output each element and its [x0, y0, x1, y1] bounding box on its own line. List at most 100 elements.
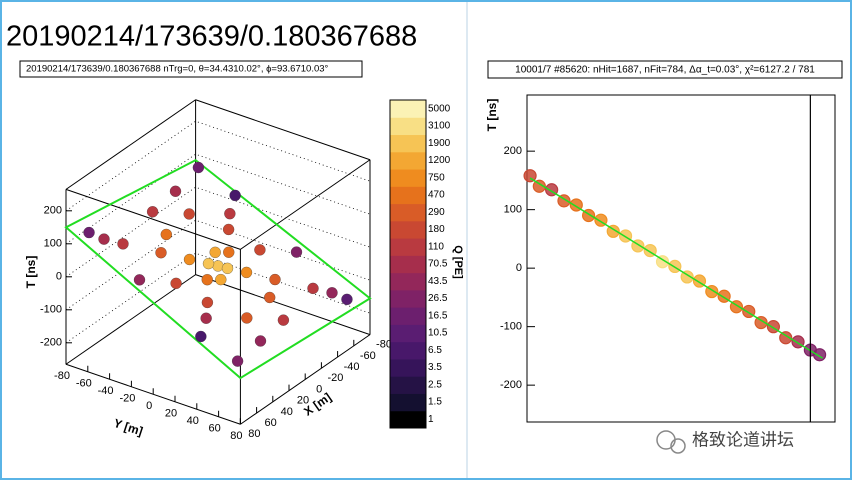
hit — [229, 189, 241, 202]
x-tick-label: 20 — [297, 395, 309, 407]
y-tick-label: -20 — [119, 393, 135, 405]
hit — [98, 233, 110, 245]
colorbar-tick-label: 180 — [428, 224, 445, 235]
right-y-axis-label: T [ns] — [485, 99, 499, 132]
hit — [155, 247, 167, 259]
hit — [754, 315, 768, 330]
watermark: 格致论道讲坛 — [692, 430, 794, 449]
watermark-icon — [656, 430, 686, 454]
color-bin — [390, 117, 426, 136]
y-tick-label: 0 — [146, 400, 152, 412]
right-plot-frame — [526, 94, 836, 423]
box-edge — [195, 99, 371, 161]
color-bin — [390, 100, 426, 118]
hit — [655, 255, 670, 269]
color-bin — [390, 341, 426, 360]
colorbar-label: Q [PE] — [452, 245, 464, 279]
x-tick-label: 0 — [316, 383, 322, 395]
y-tick-label: 40 — [187, 415, 199, 427]
colorbar-tick-label: 470 — [428, 190, 445, 201]
right-title: 10001/7 #85620: nHit=1687, nFit=784, Δα_… — [515, 65, 815, 76]
grid-line — [65, 186, 371, 278]
hit — [240, 266, 253, 279]
hit — [183, 253, 196, 266]
color-bin — [390, 186, 426, 205]
color-bin — [390, 324, 426, 343]
y-tick-label: -100 — [500, 321, 522, 333]
hit — [222, 223, 235, 236]
t-tick-label: 200 — [44, 205, 62, 217]
hit — [231, 355, 244, 367]
color-bin — [390, 289, 426, 308]
hit — [195, 330, 207, 343]
hit — [133, 274, 146, 286]
color-bin — [390, 376, 426, 394]
box-edge — [195, 274, 371, 336]
colorbar-tick-label: 70.5 — [428, 259, 448, 270]
hit — [215, 273, 227, 286]
hit — [169, 185, 182, 197]
box-edge — [65, 188, 241, 250]
colorbar-tick-label: 290 — [428, 207, 445, 218]
colorbar-frame — [389, 99, 427, 429]
left-title-box — [19, 60, 363, 78]
colorbar-tick-label: 3100 — [428, 121, 451, 132]
hit — [341, 293, 353, 306]
hit — [254, 335, 267, 347]
page-title: 20190214/173639/0.180367688 — [6, 21, 417, 53]
color-bin — [390, 393, 426, 412]
colorbar-tick-label: 1.5 — [428, 397, 442, 408]
hit — [812, 348, 827, 362]
colorbar-tick-label: 750 — [428, 172, 445, 183]
hit — [223, 246, 235, 258]
hit — [269, 273, 281, 286]
colorbar-tick-label: 1900 — [428, 138, 451, 149]
y-tick-label: 80 — [230, 430, 242, 442]
y-tick-label: -200 — [500, 379, 522, 391]
hit — [326, 287, 338, 299]
x-tick-label: 40 — [281, 406, 293, 418]
y-tick-label: 20 — [165, 408, 177, 420]
colorbar-tick-label: 16.5 — [428, 310, 448, 321]
colorbar-tick-label: 1200 — [428, 155, 451, 166]
color-bin — [390, 203, 426, 222]
hit — [209, 246, 221, 258]
box-edge — [240, 159, 371, 250]
hit — [277, 314, 290, 326]
t-tick-label: 100 — [44, 238, 62, 250]
color-bin — [390, 220, 426, 239]
box-edge — [65, 99, 196, 190]
hit — [200, 312, 212, 324]
right-title-box — [487, 60, 843, 79]
color-bin — [390, 238, 426, 256]
t-tick-label: -100 — [40, 304, 62, 316]
t-tick-label: 0 — [56, 271, 62, 283]
x-tick-label: -80 — [376, 339, 392, 351]
hit — [779, 331, 793, 345]
y-tick-label: 200 — [504, 145, 522, 157]
hit — [183, 208, 195, 220]
colorbar-tick-label: 26.5 — [428, 293, 448, 304]
hit — [192, 161, 205, 174]
color-bin — [390, 169, 426, 187]
color-bin — [390, 255, 426, 274]
colorbar-tick-label: 1 — [428, 414, 434, 425]
color-bin — [390, 307, 426, 325]
hit — [307, 282, 319, 295]
color-bin — [390, 410, 426, 429]
hit — [532, 179, 546, 193]
grid-line — [65, 219, 371, 311]
x-tick-label: 80 — [248, 428, 260, 440]
colorbar-tick-label: 43.5 — [428, 276, 448, 287]
colorbar-tick-label: 5000 — [428, 103, 451, 114]
hit — [224, 208, 236, 220]
hit — [254, 244, 266, 256]
hit — [83, 226, 95, 239]
hit — [264, 291, 276, 304]
grid-line — [65, 120, 371, 212]
colorbar-tick-label: 2.5 — [428, 379, 442, 390]
t-axis-label: T [ns] — [24, 256, 38, 289]
hit — [212, 260, 224, 272]
colorbar-tick-label: 10.5 — [428, 328, 448, 339]
hit — [170, 277, 182, 289]
